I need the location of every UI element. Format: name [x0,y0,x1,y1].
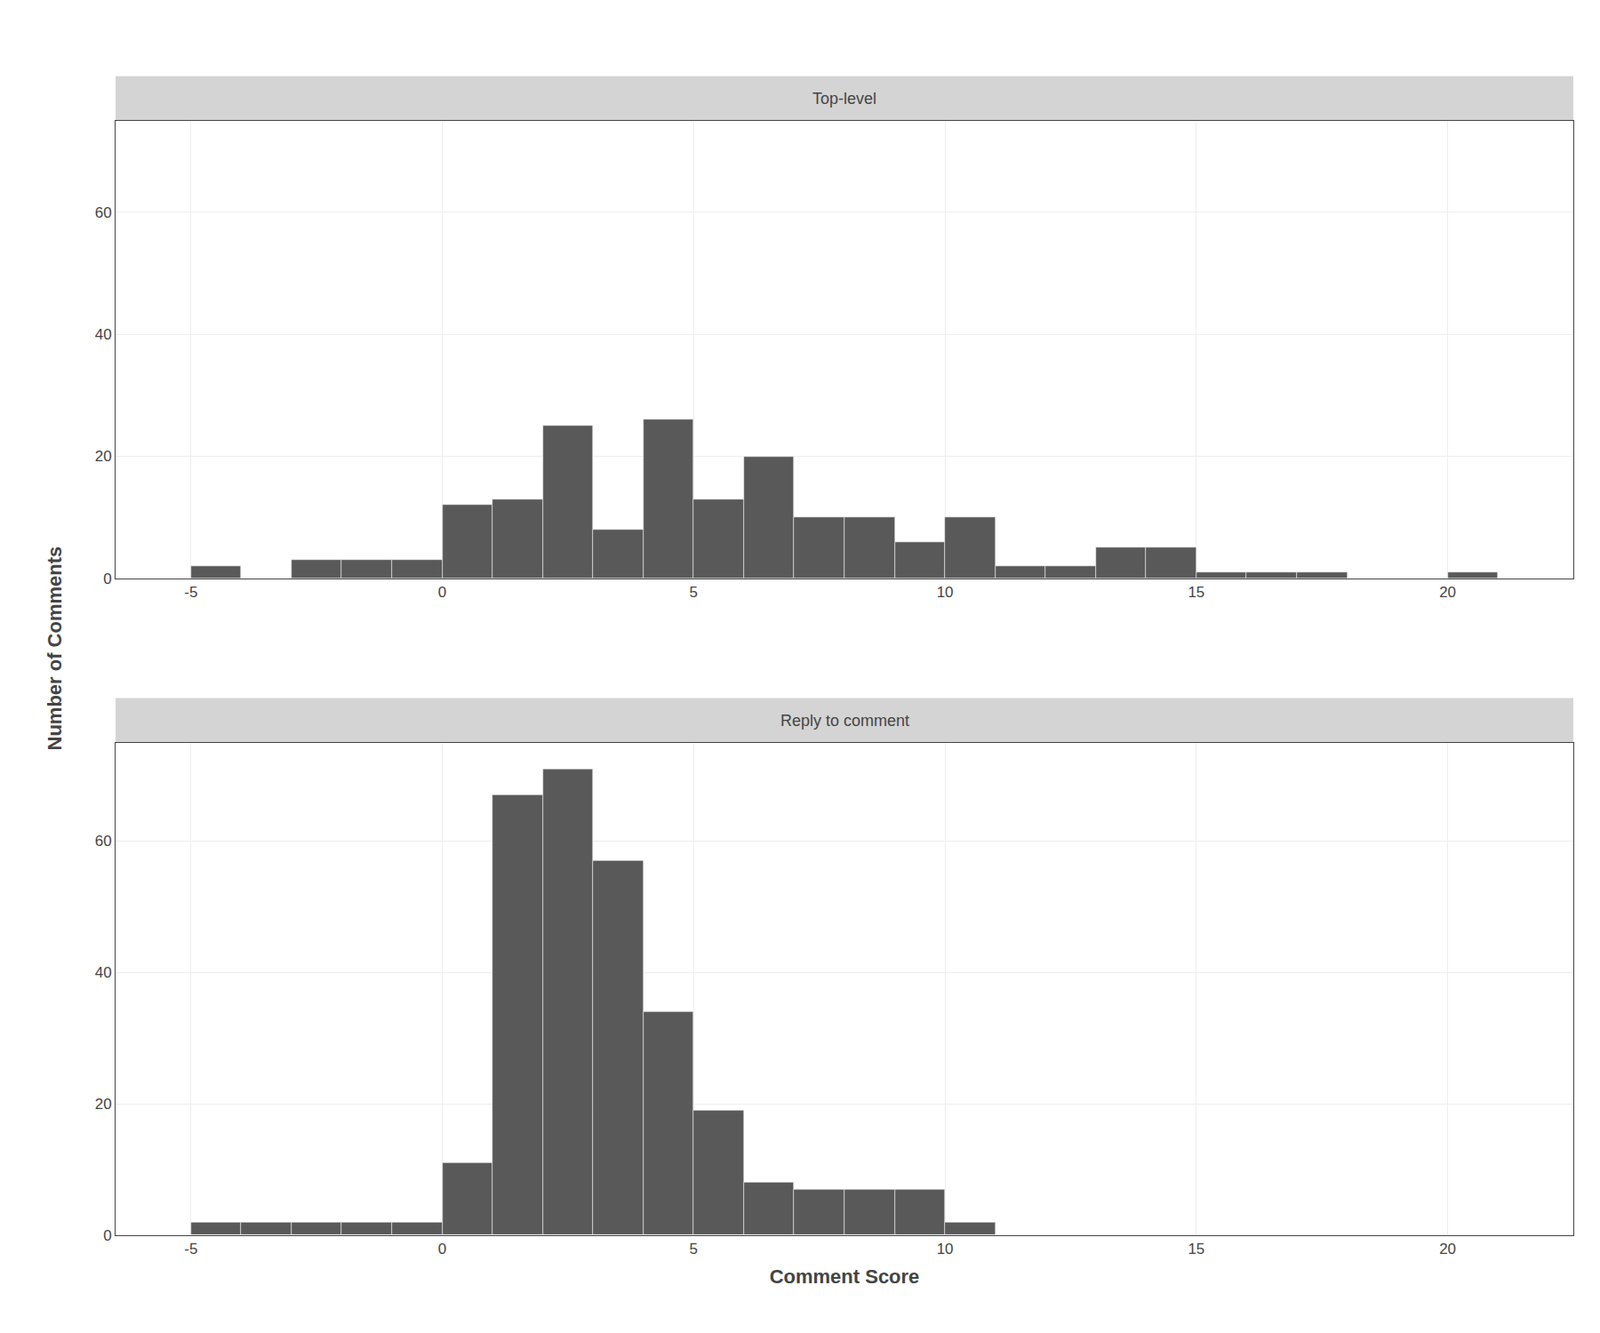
svg-text:10: 10 [936,584,954,601]
svg-text:60: 60 [95,204,112,222]
svg-text:20: 20 [1439,584,1456,601]
svg-text:Top-level: Top-level [812,89,877,108]
svg-text:20: 20 [95,448,112,465]
svg-text:Reply to comment: Reply to comment [780,712,910,730]
svg-text:0: 0 [438,1240,447,1258]
svg-text:10: 10 [936,1240,954,1258]
svg-text:-5: -5 [184,584,198,601]
svg-text:Comment Score: Comment Score [769,1265,920,1288]
svg-text:0: 0 [438,584,447,601]
svg-text:60: 60 [95,832,112,850]
svg-text:5: 5 [689,1240,698,1258]
svg-text:15: 15 [1187,584,1205,601]
svg-text:40: 40 [95,326,112,344]
svg-text:0: 0 [103,570,112,588]
svg-text:0: 0 [103,1227,112,1245]
svg-text:Number of Comments: Number of Comments [43,546,66,752]
svg-text:40: 40 [95,964,112,982]
svg-text:5: 5 [689,584,698,601]
svg-text:15: 15 [1187,1240,1205,1258]
svg-text:-5: -5 [184,1240,198,1258]
svg-text:20: 20 [1439,1240,1456,1258]
svg-text:20: 20 [95,1096,112,1113]
